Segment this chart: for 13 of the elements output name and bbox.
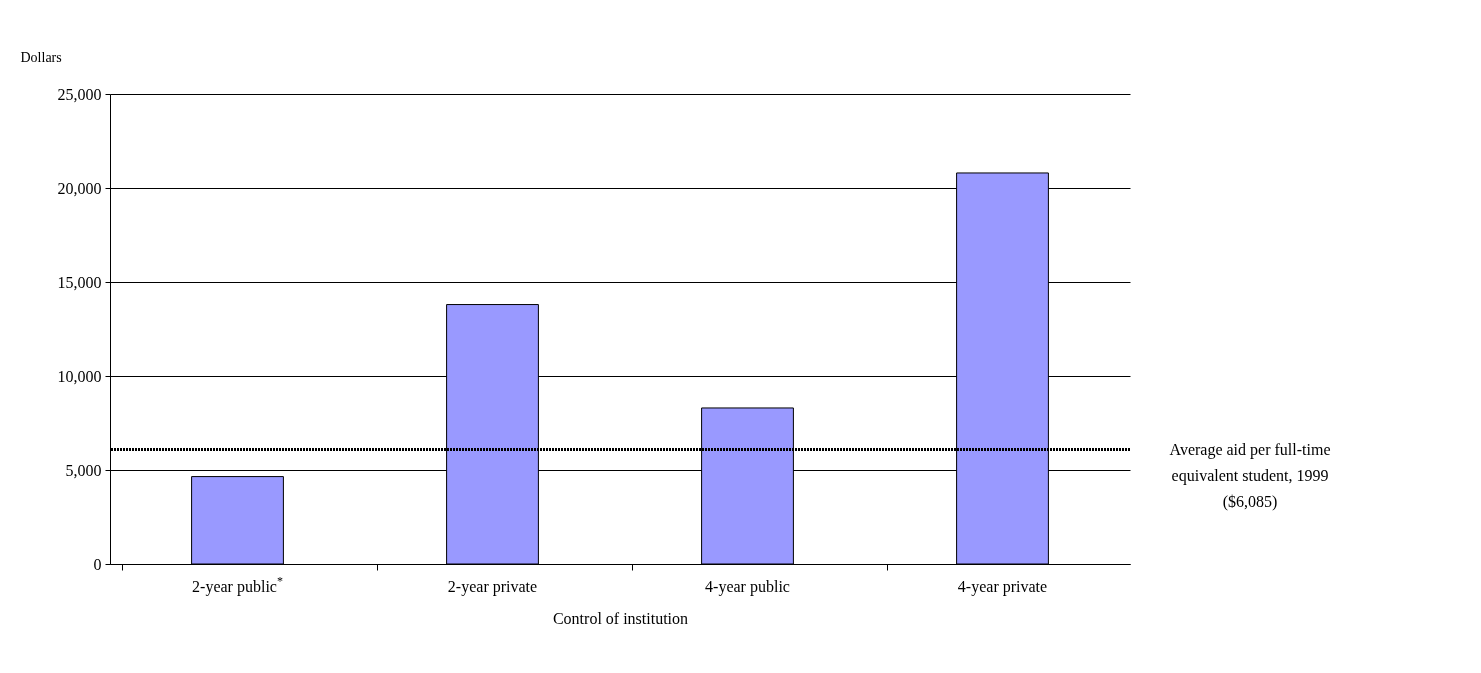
x-axis-title: Control of institution: [552, 609, 689, 627]
x-tick-label: 2-year private: [447, 577, 538, 596]
y-tick-label: 10,000: [57, 367, 102, 385]
y-tick-label: 0: [93, 555, 102, 573]
ref-line-label: Average aid per full-time equivalent student, 1999 ($6,085): [1169, 440, 1331, 511]
x-tick-label: 2-year public$^{*}$: [192, 573, 283, 596]
x-tick-label: 4-year public: [705, 577, 790, 596]
y-tick-label: 20,000: [57, 179, 102, 197]
x-tick-label: 4-year private: [957, 577, 1048, 596]
y-tick-label: 15,000: [57, 273, 102, 291]
y-tick-label: 25,000: [57, 85, 102, 103]
y-tick-label: 5,000: [65, 461, 102, 479]
y-axis-title: Dollars: [20, 49, 62, 65]
